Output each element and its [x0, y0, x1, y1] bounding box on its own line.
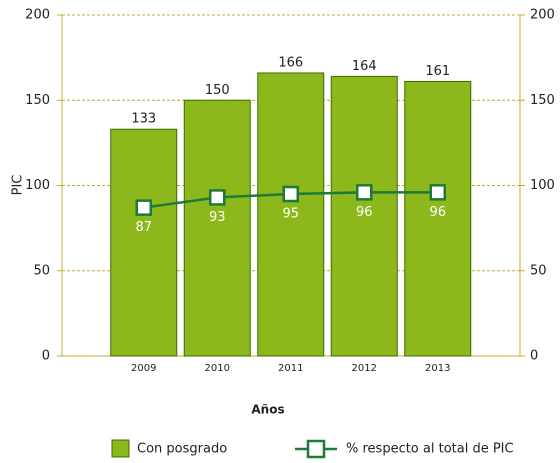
- y2-tick-label: 50: [530, 263, 547, 278]
- line-value-label: 96: [356, 205, 373, 220]
- line-marker: [429, 184, 446, 201]
- bar-value-label: 150: [205, 83, 230, 98]
- legend-label: % respecto al total de PIC: [346, 442, 514, 457]
- y2-tick-label: 0: [530, 349, 538, 364]
- line-value-label: 93: [209, 210, 226, 225]
- y2-tick-label: 150: [530, 93, 555, 108]
- x-tick-label: 2013: [425, 363, 450, 374]
- legend-swatch: [111, 439, 130, 458]
- line-value-label: 96: [429, 205, 446, 220]
- line-value-label: 87: [135, 220, 152, 235]
- y2-tick-label: 200: [530, 8, 555, 23]
- x-axis-label: Años: [251, 403, 284, 417]
- bar: [257, 72, 325, 357]
- bar-value-label: 161: [425, 64, 450, 79]
- line-marker: [282, 185, 299, 203]
- line-value-label: 95: [282, 207, 299, 222]
- x-tick-label: 2012: [352, 363, 377, 374]
- y-tick-label: 50: [33, 263, 50, 278]
- line-marker: [356, 184, 373, 201]
- y-tick-label: 100: [25, 178, 50, 193]
- x-tick-label: 2009: [131, 363, 156, 374]
- y2-tick-label: 100: [530, 178, 555, 193]
- x-tick-label: 2011: [278, 363, 303, 374]
- bar-value-label: 133: [131, 112, 156, 127]
- y-tick-label: 0: [42, 349, 50, 364]
- y-tick-label: 200: [25, 8, 50, 23]
- x-tick-label: 2010: [205, 363, 230, 374]
- line-marker: [135, 199, 152, 216]
- bar-value-label: 164: [352, 59, 377, 74]
- y-axis-label: PIC: [11, 175, 26, 196]
- bar-value-label: 166: [278, 55, 303, 70]
- legend-label: Con posgrado: [137, 442, 227, 457]
- bar: [183, 99, 251, 357]
- bar: [404, 80, 472, 357]
- legend-marker: [306, 439, 326, 459]
- y-tick-label: 150: [25, 93, 50, 108]
- bar: [330, 75, 398, 357]
- line-marker: [209, 189, 226, 206]
- bar: [110, 128, 178, 357]
